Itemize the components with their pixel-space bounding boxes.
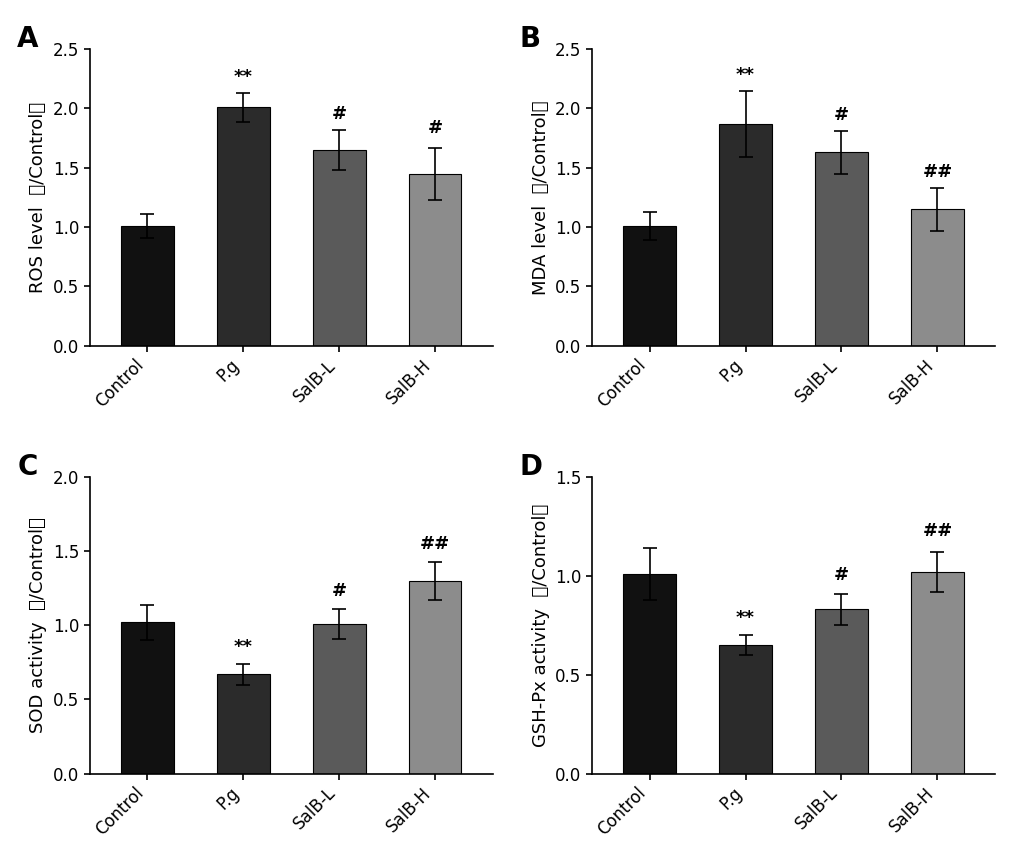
Y-axis label: GSH-Px activity  （/Control）: GSH-Px activity （/Control） <box>531 504 549 746</box>
Bar <box>120 622 173 773</box>
Text: B: B <box>519 25 540 54</box>
Text: A: A <box>17 25 39 54</box>
Bar <box>814 609 867 773</box>
Bar <box>718 124 771 346</box>
Text: **: ** <box>233 68 253 86</box>
Text: #: # <box>427 119 442 137</box>
Text: #: # <box>331 582 346 600</box>
Text: **: ** <box>736 66 754 84</box>
Text: **: ** <box>736 609 754 627</box>
Bar <box>910 209 963 346</box>
Bar <box>409 174 461 346</box>
Bar <box>623 226 676 346</box>
Bar <box>313 624 365 773</box>
Bar <box>718 645 771 773</box>
Text: #: # <box>331 105 346 123</box>
Y-axis label: MDA level  （/Control）: MDA level （/Control） <box>531 100 549 295</box>
Y-axis label: SOD activity  （/Control）: SOD activity （/Control） <box>30 518 47 734</box>
Y-axis label: ROS level  （/Control）: ROS level （/Control） <box>30 102 47 293</box>
Bar <box>623 574 676 773</box>
Text: **: ** <box>233 638 253 657</box>
Text: ##: ## <box>420 535 449 553</box>
Bar <box>814 152 867 346</box>
Text: C: C <box>17 454 38 481</box>
Bar <box>910 572 963 773</box>
Text: ##: ## <box>921 522 952 540</box>
Text: D: D <box>519 454 542 481</box>
Bar <box>409 581 461 773</box>
Bar <box>313 150 365 346</box>
Text: #: # <box>834 106 848 124</box>
Text: ##: ## <box>921 162 952 181</box>
Text: #: # <box>834 566 848 584</box>
Bar <box>120 226 173 346</box>
Bar <box>217 674 269 773</box>
Bar <box>217 107 269 346</box>
